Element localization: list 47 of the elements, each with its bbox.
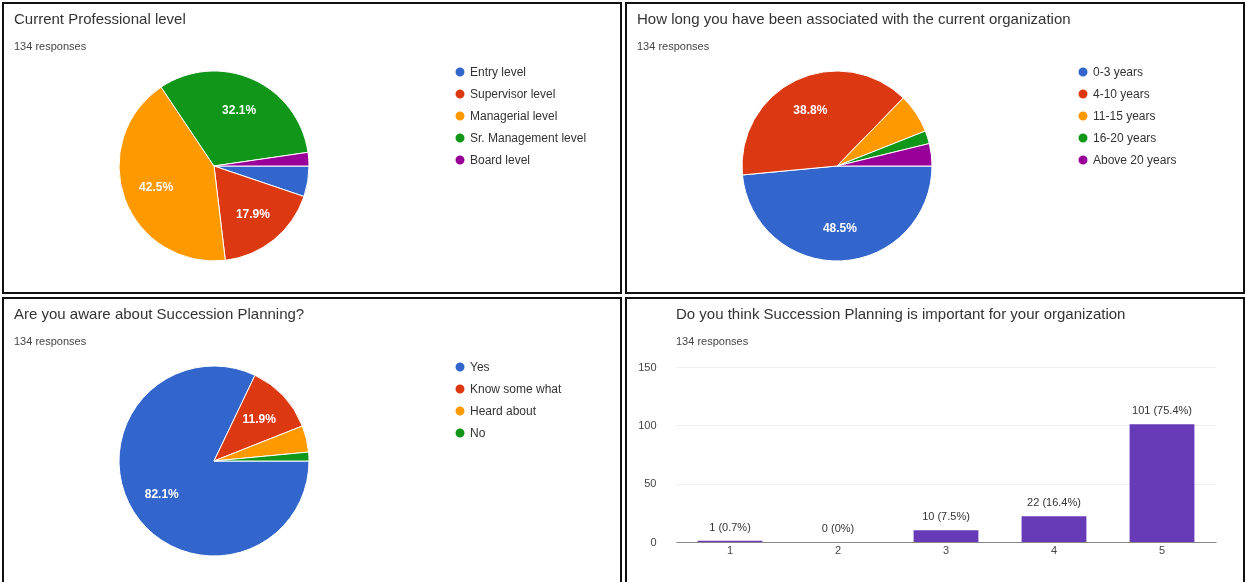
legend-label: Know some what (470, 382, 563, 396)
data-label: 101 (75.4%) (1132, 404, 1192, 417)
y-tick-label: 0 (650, 535, 657, 548)
legend-label: Entry level (470, 65, 527, 79)
data-label: 0 (0%) (821, 522, 855, 534)
legend-label: 0-3 years (1093, 65, 1144, 79)
legend-label: Supervisor level (470, 87, 556, 101)
legend-label: 11-15 years (1093, 109, 1156, 123)
y-tick-label: 50 (644, 477, 657, 490)
data-label: 11.9% (242, 411, 277, 426)
chart-title: Are you aware about Succession Planning? (14, 305, 305, 322)
x-tick-label: 2 (834, 543, 842, 556)
y-tick-label: 100 (638, 418, 657, 431)
x-tick-label: 3 (942, 543, 950, 556)
data-label: 10 (7.5%) (922, 510, 970, 523)
legend-label: Above 20 years (1093, 153, 1177, 167)
y-tick-label: 150 (638, 360, 657, 373)
x-tick-label: 1 (726, 543, 734, 556)
bar (1021, 516, 1087, 542)
chart-title: Do you think Succession Planning is important for your organization (676, 305, 1126, 322)
legend-label: 4-10 years (1093, 87, 1150, 101)
chart-title: How long you have been associated with the current organization (637, 10, 1071, 27)
data-label: 38.8% (793, 103, 828, 118)
legend-label: 16-20 years (1093, 131, 1157, 145)
chart-title: Current Professional level (14, 10, 186, 27)
data-label: 1 (0.7%) (709, 520, 751, 533)
legend-label: Yes (470, 360, 490, 374)
chart-subtitle: 134 responses (14, 40, 87, 52)
data-label: 48.5% (822, 220, 858, 235)
legend-label: Managerial level (470, 109, 558, 123)
data-label: 32.1% (222, 102, 257, 117)
legend-label: No (470, 426, 486, 440)
data-label: 42.5% (139, 180, 174, 195)
data-label: 82.1% (144, 486, 180, 501)
pie-slice (118, 365, 310, 557)
bar (913, 530, 979, 542)
data-label: 17.9% (235, 206, 271, 221)
chart-subtitle: 134 responses (637, 40, 710, 52)
data-label: 22 (16.4%) (1027, 496, 1081, 509)
legend-label: Board level (470, 153, 531, 167)
legend-label: Heard about (470, 404, 537, 418)
x-tick-label: 4 (1050, 543, 1058, 556)
legend-label: Sr. Management level (470, 131, 587, 145)
bar (1129, 424, 1195, 542)
x-tick-label: 5 (1158, 543, 1166, 556)
chart-subtitle: 134 responses (676, 335, 749, 347)
chart-subtitle: 134 responses (14, 335, 87, 347)
